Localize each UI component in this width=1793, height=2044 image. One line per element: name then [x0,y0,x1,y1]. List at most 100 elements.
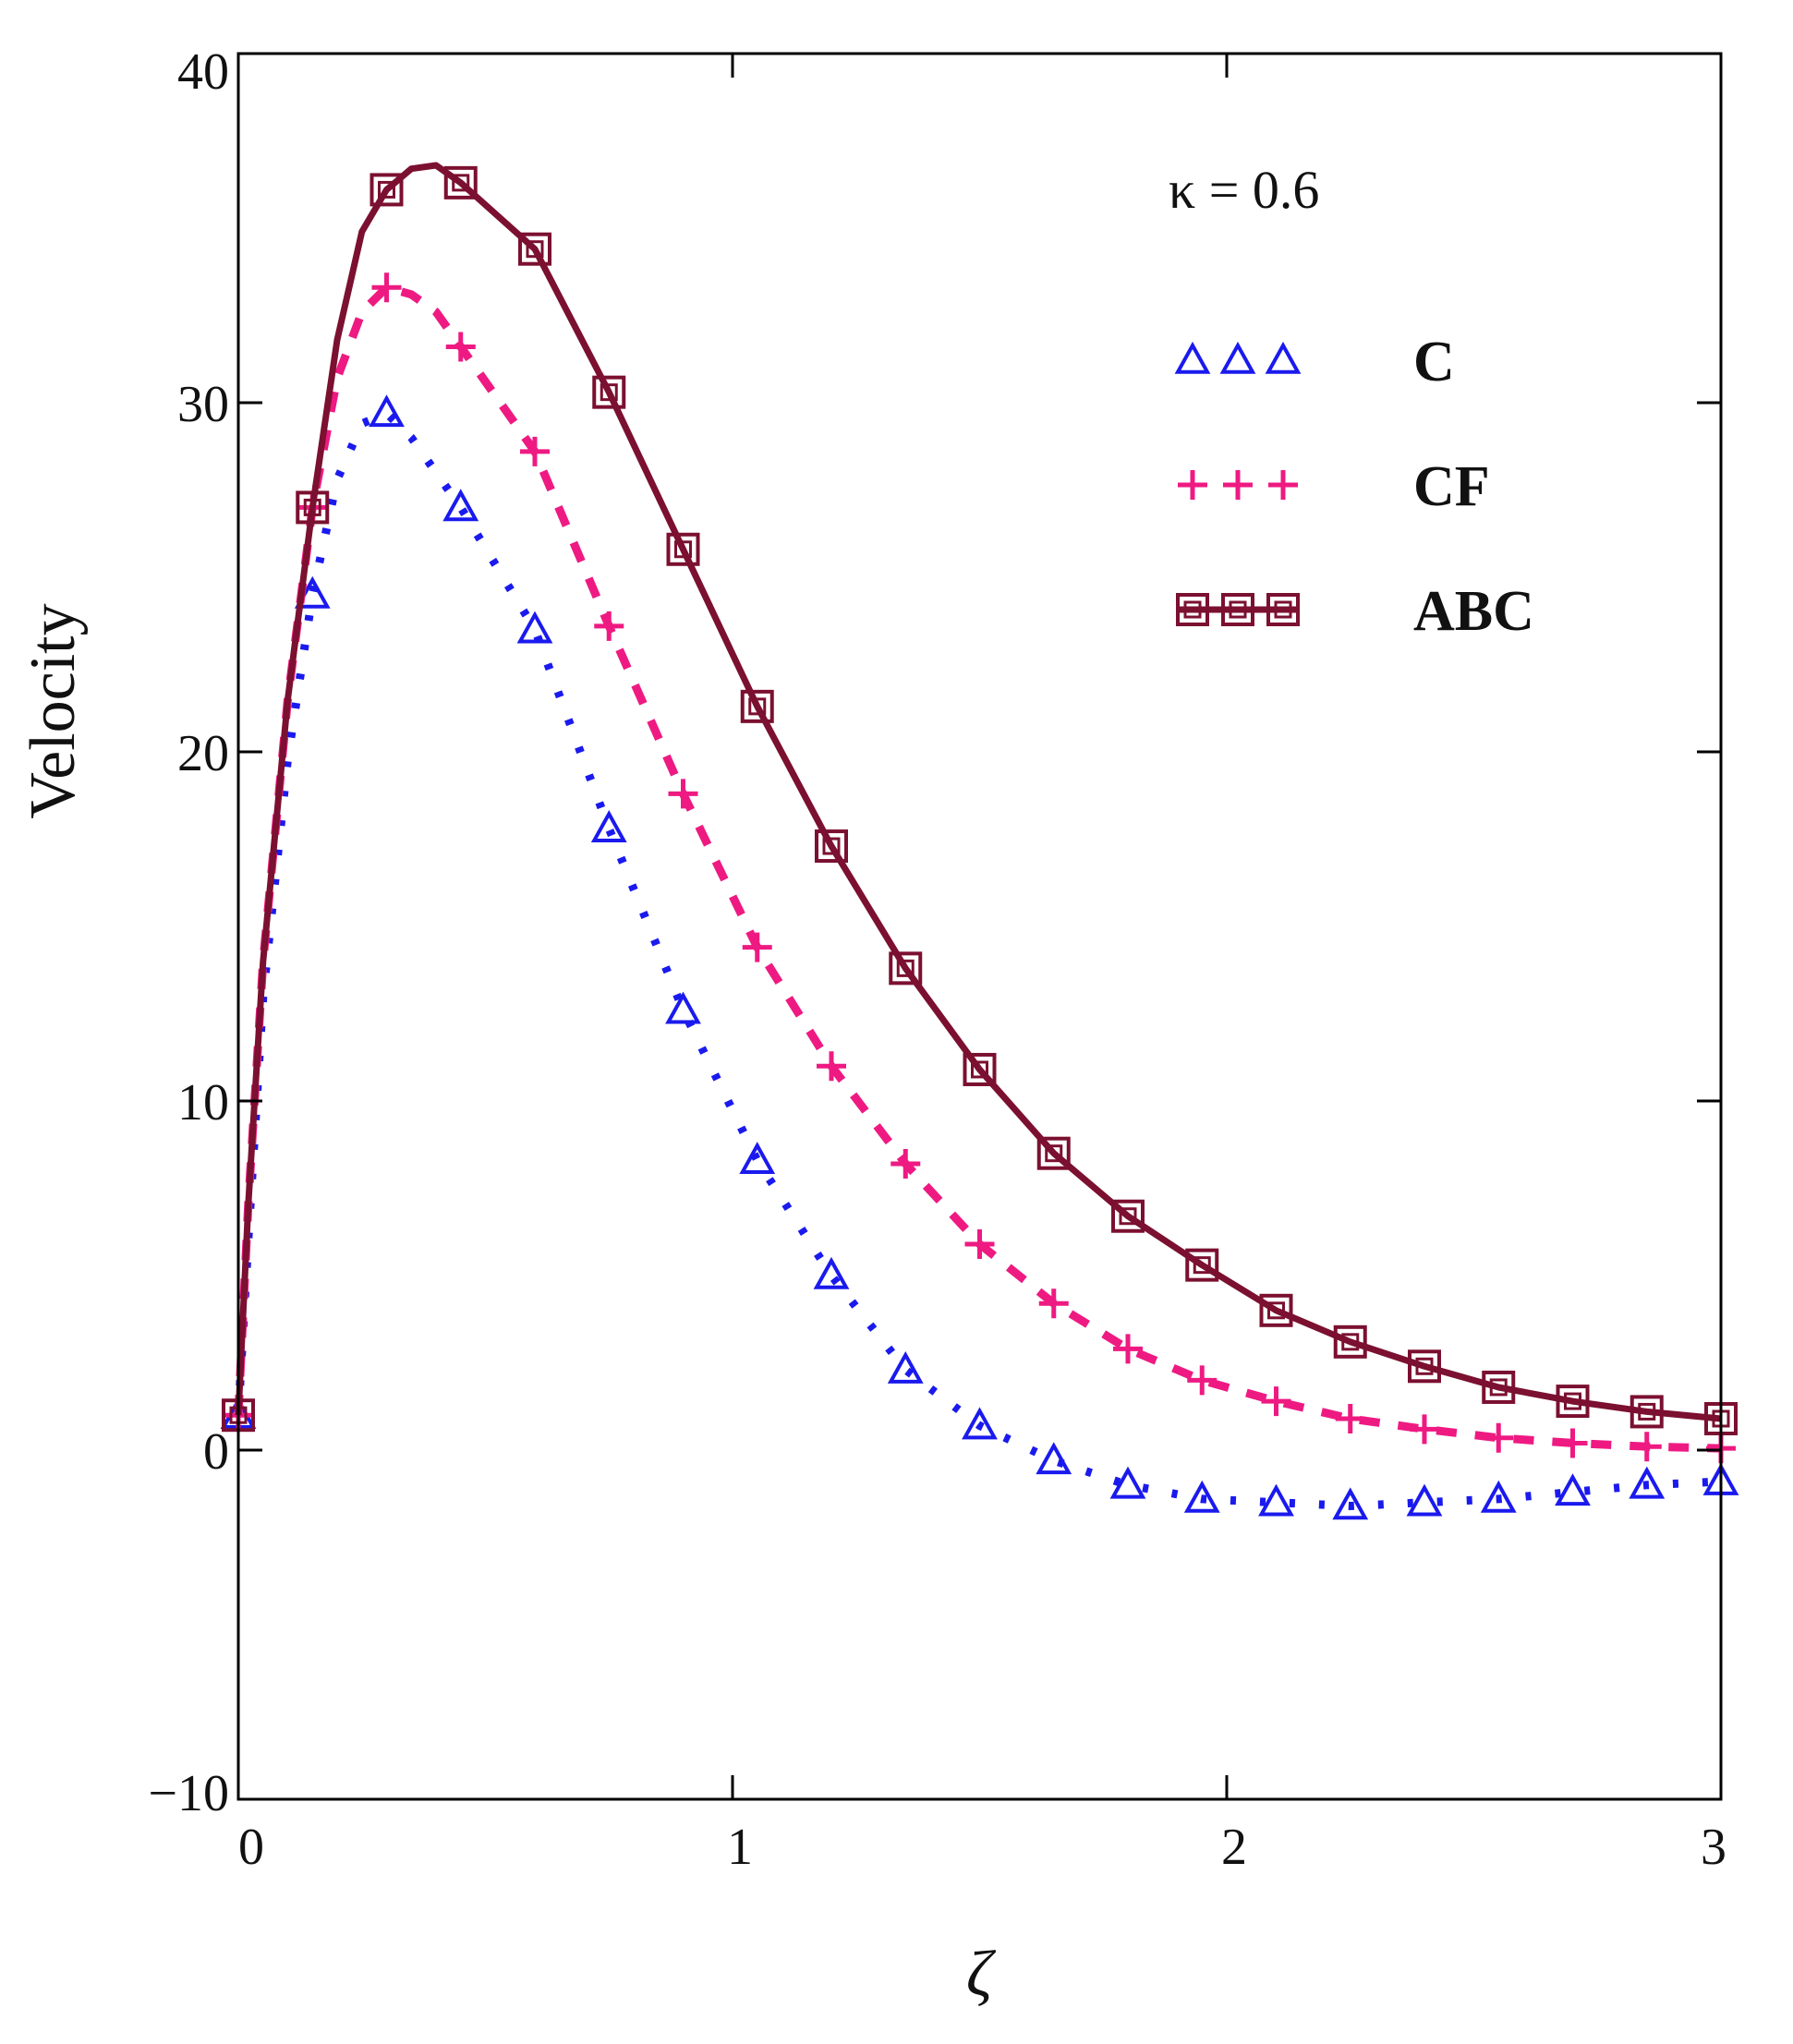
series-abc [222,162,1738,1435]
legend-marker-abc-0-inner [1183,600,1202,619]
marker-abc-18-inner [1564,1392,1581,1410]
marker-abc-2 [370,173,404,207]
x-axis-title: ζ [966,1939,997,2010]
marker-c-12 [1109,1466,1146,1499]
marker-abc-17 [1482,1370,1516,1404]
marker-abc-1 [296,490,330,525]
kappa-annotation: κ = 0.6 [1169,160,1319,220]
marker-abc-8 [815,829,848,864]
marker-c-4 [516,611,553,644]
marker-abc-2-inner [378,180,395,199]
marker-cf-9 [890,1149,921,1179]
y-axis-title: Velocity [18,603,89,818]
marker-cf-14 [1261,1386,1291,1417]
marker-c-13 [1183,1480,1220,1513]
marker-cf-19 [1631,1432,1662,1462]
marker-abc-11-inner [1045,1144,1063,1163]
marker-abc-16-inner [1415,1357,1434,1375]
marker-abc-5-inner [600,383,618,402]
marker-c-16 [1406,1483,1443,1517]
marker-c-17 [1480,1480,1517,1513]
marker-cf-10 [964,1228,995,1259]
marker-abc-4 [518,232,551,266]
legend-marker-abc-1-inner [1229,600,1247,619]
legend-label-c: C [1413,331,1455,393]
legend-marker-abc-2 [1266,593,1300,626]
marker-abc-19-inner [1638,1402,1656,1421]
legend-marker-cf-2 [1268,470,1298,500]
marker-cf-6 [668,779,698,809]
marker-c-8 [813,1256,850,1289]
y-tick-label-1: 0 [203,1423,229,1481]
marker-abc-15 [1333,1324,1367,1359]
marker-c-18 [1555,1473,1591,1506]
marker-abc-6-inner [674,540,692,559]
marker-cf-3 [445,332,476,362]
marker-c-6 [665,991,701,1024]
marker-c-9 [887,1350,924,1384]
marker-abc-7-inner [748,697,767,716]
marker-c-19 [1629,1466,1666,1499]
marker-cf-4 [520,436,550,466]
legend-marker-c-2 [1265,341,1302,374]
marker-c-11 [1036,1442,1072,1475]
series-line-cf [234,283,1722,1453]
marker-abc-19 [1629,1395,1664,1429]
marker-abc-15-inner [1341,1333,1360,1351]
x-tick-label-0: 0 [238,1819,264,1876]
marker-abc-10-inner [971,1060,988,1079]
marker-abc-11 [1036,1136,1071,1170]
marker-abc-3-inner [452,174,470,192]
marker-abc-14 [1259,1293,1293,1327]
marker-cf-13 [1187,1365,1218,1396]
y-tick-label-4: 30 [177,376,229,433]
marker-cf-7 [742,932,772,962]
x-tick-label-2: 2 [1221,1819,1247,1876]
legend-marker-c-0 [1174,341,1211,374]
marker-abc-17-inner [1489,1378,1508,1397]
legend-label-abc: ABC [1413,580,1534,643]
marker-cf-15 [1335,1403,1365,1433]
marker-abc-13 [1185,1248,1219,1282]
plot-frame [236,52,1723,1801]
legend-item-abc: ABC [1176,580,1534,643]
legend-item-c: C [1174,331,1455,393]
x-tick-label-3: 3 [1701,1819,1726,1876]
marker-abc-16 [1408,1349,1441,1384]
marker-cf-18 [1557,1428,1588,1458]
x-tick-label-1: 1 [727,1819,753,1876]
marker-c-10 [962,1407,998,1440]
marker-abc-8-inner [822,837,841,855]
marker-abc-18 [1556,1385,1590,1419]
marker-cf-5 [594,611,624,641]
y-tick-label-2: 10 [177,1074,229,1131]
legend-marker-cf-1 [1223,470,1253,500]
legend-label-cf: CF [1413,455,1490,518]
marker-c-14 [1258,1483,1294,1517]
marker-cf-8 [817,1051,846,1082]
marker-abc-12-inner [1119,1207,1137,1226]
marker-c-7 [739,1142,776,1175]
legend-marker-cf-0 [1178,470,1207,500]
marker-cf-2 [371,272,402,303]
series-line-abc [235,162,1722,1422]
marker-cf-16 [1410,1414,1439,1445]
marker-abc-9-inner [896,959,915,977]
series-c [220,394,1739,1520]
marker-abc-3 [443,165,478,200]
marker-c-3 [442,489,479,522]
marker-cf-11 [1038,1288,1069,1319]
marker-abc-5 [592,375,626,409]
y-tick-label-3: 20 [177,725,229,782]
legend-marker-abc-1 [1221,593,1254,626]
marker-abc-9 [889,951,923,986]
marker-abc-14-inner [1267,1301,1285,1320]
marker-abc-6 [666,532,700,566]
legend-item-cf: CF [1178,455,1490,518]
marker-abc-10 [963,1052,997,1086]
marker-abc-12 [1111,1199,1145,1233]
y-tick-label-5: 40 [177,43,229,101]
